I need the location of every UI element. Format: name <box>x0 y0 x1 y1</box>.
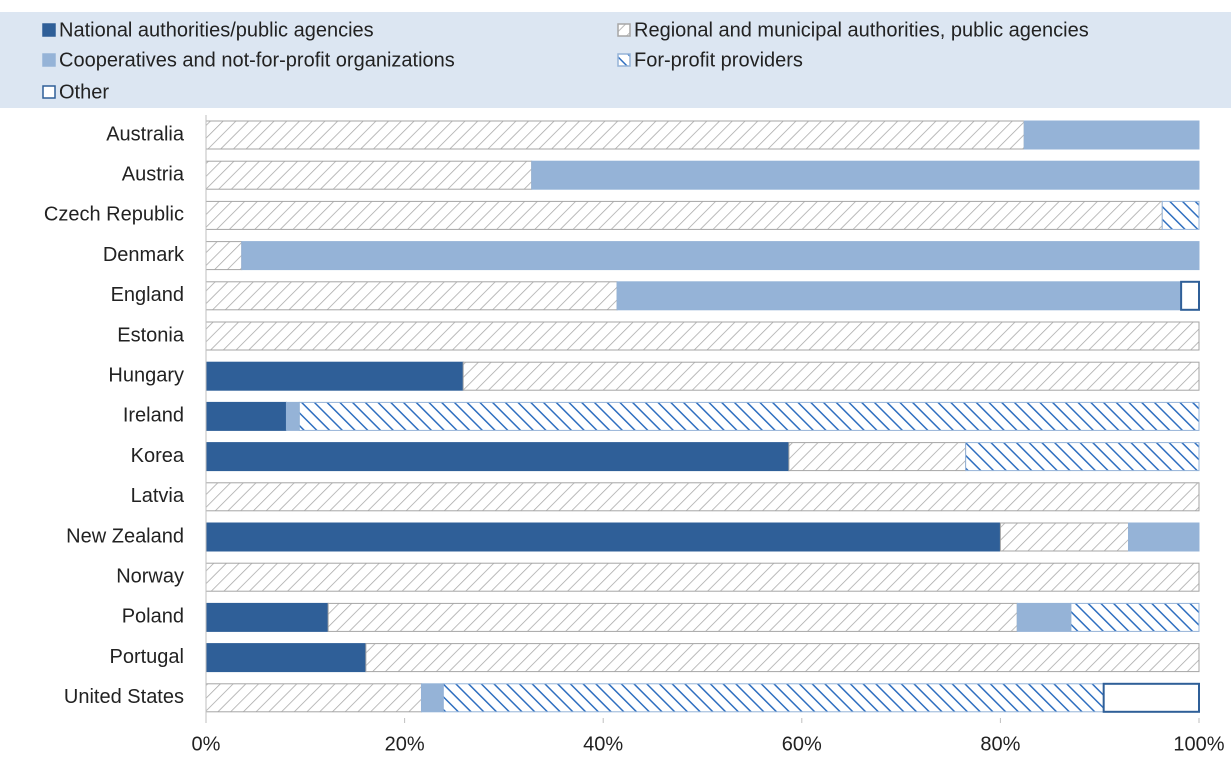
x-tick-label: 40% <box>583 733 623 755</box>
bar-segment <box>1127 522 1200 552</box>
y-tick-label: Korea <box>131 445 185 467</box>
bar-segment <box>965 442 1200 472</box>
x-tick-label: 20% <box>385 733 425 755</box>
bar-segment <box>205 160 533 190</box>
y-tick-label: Hungary <box>108 364 184 386</box>
y-tick-label: Norway <box>116 565 184 587</box>
y-tick-label: Poland <box>122 606 184 628</box>
bar-segment <box>205 281 618 311</box>
y-tick-label: Austria <box>122 163 185 185</box>
bar-segment <box>365 643 1200 673</box>
bar-segment <box>1161 200 1200 230</box>
x-tick-label: 0% <box>192 733 221 755</box>
bar-segment <box>205 482 1200 512</box>
bar-segment <box>531 160 1200 190</box>
x-tick-label: 80% <box>980 733 1020 755</box>
y-tick-label: England <box>111 284 184 306</box>
bar-segment <box>205 562 1200 592</box>
legend-label: Regional and municipal authorities, publ… <box>634 19 1089 41</box>
legend-background <box>0 12 1231 108</box>
bar-segment <box>442 683 1105 713</box>
x-tick-label: 60% <box>782 733 822 755</box>
bar-segment <box>205 602 329 632</box>
bar-segment <box>205 401 287 431</box>
bar-segment <box>298 401 1200 431</box>
legend-label: Other <box>59 81 109 103</box>
y-tick-label: Czech Republic <box>44 204 184 226</box>
bar-segment <box>788 442 967 472</box>
legend-swatch <box>42 23 56 37</box>
bar-segment <box>205 643 367 673</box>
y-tick-label: Latvia <box>131 485 185 507</box>
bar-segment <box>1023 120 1200 150</box>
bar-segment <box>1180 280 1200 311</box>
bar-segment <box>616 281 1182 311</box>
bar-segment <box>205 241 243 271</box>
y-tick-label: Estonia <box>117 324 185 346</box>
y-tick-label: Australia <box>106 123 185 145</box>
y-tick-label: Ireland <box>123 405 184 427</box>
legend-label: Cooperatives and not-for-profit organiza… <box>59 49 455 71</box>
bar-segment <box>1070 602 1200 632</box>
y-tick-label: Denmark <box>103 244 185 266</box>
legend-swatch <box>42 85 56 99</box>
bar-segment <box>1102 682 1200 713</box>
x-tick-label: 100% <box>1173 733 1224 755</box>
bar-segment <box>1016 602 1072 632</box>
legend-label: National authorities/public agencies <box>59 19 374 41</box>
y-tick-label: Portugal <box>110 646 185 668</box>
bar-segment <box>205 361 464 391</box>
bar-segment <box>205 200 1163 230</box>
bar-segment <box>420 683 444 713</box>
bar-segment <box>462 361 1200 391</box>
bar-segment <box>999 522 1129 552</box>
bar-segment <box>285 401 300 431</box>
y-tick-label: New Zealand <box>66 525 184 547</box>
legend-swatch <box>617 23 631 37</box>
y-tick-label: United States <box>64 686 184 708</box>
bar-segment <box>205 120 1025 150</box>
legend-swatch <box>617 53 631 67</box>
bar-segment <box>205 321 1200 351</box>
legend-label: For-profit providers <box>634 49 803 71</box>
bar-segment <box>241 241 1200 271</box>
bar-segment <box>205 522 1001 552</box>
legend-swatch <box>42 53 56 67</box>
bar-segment <box>205 683 422 713</box>
bar-segment <box>327 602 1018 632</box>
bar-segment <box>205 442 790 472</box>
